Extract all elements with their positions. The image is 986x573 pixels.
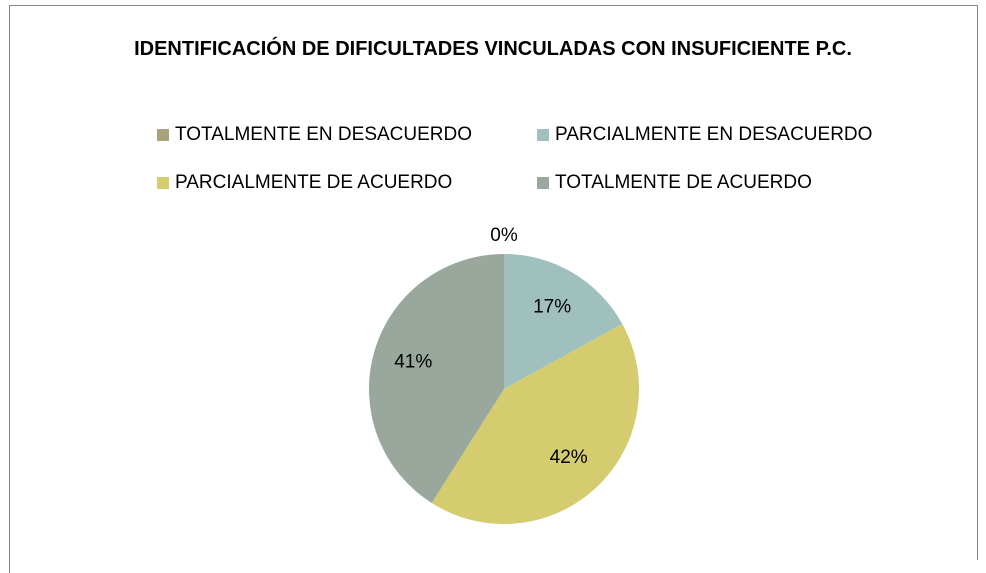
- data-label: 0%: [490, 225, 518, 246]
- pie-slice: [431, 323, 639, 524]
- legend-label: TOTALMENTE EN DESACUERDO: [175, 124, 472, 145]
- data-label: 41%: [394, 352, 432, 373]
- legend-label: PARCIALMENTE DE ACUERDO: [175, 172, 452, 193]
- legend-swatch: [157, 129, 169, 141]
- legend-label: PARCIALMENTE EN DESACUERDO: [555, 124, 872, 145]
- data-label: 42%: [550, 447, 588, 468]
- legend-swatch: [537, 129, 549, 141]
- data-label: 17%: [533, 297, 571, 318]
- legend-swatch: [157, 177, 169, 189]
- pie-slice: [504, 254, 623, 389]
- chart-title: IDENTIFICACIÓN DE DIFICULTADES VINCULADA…: [134, 38, 852, 60]
- pie-slice: [368, 254, 504, 503]
- legend-label: TOTALMENTE DE ACUERDO: [555, 172, 812, 193]
- legend-swatch: [537, 177, 549, 189]
